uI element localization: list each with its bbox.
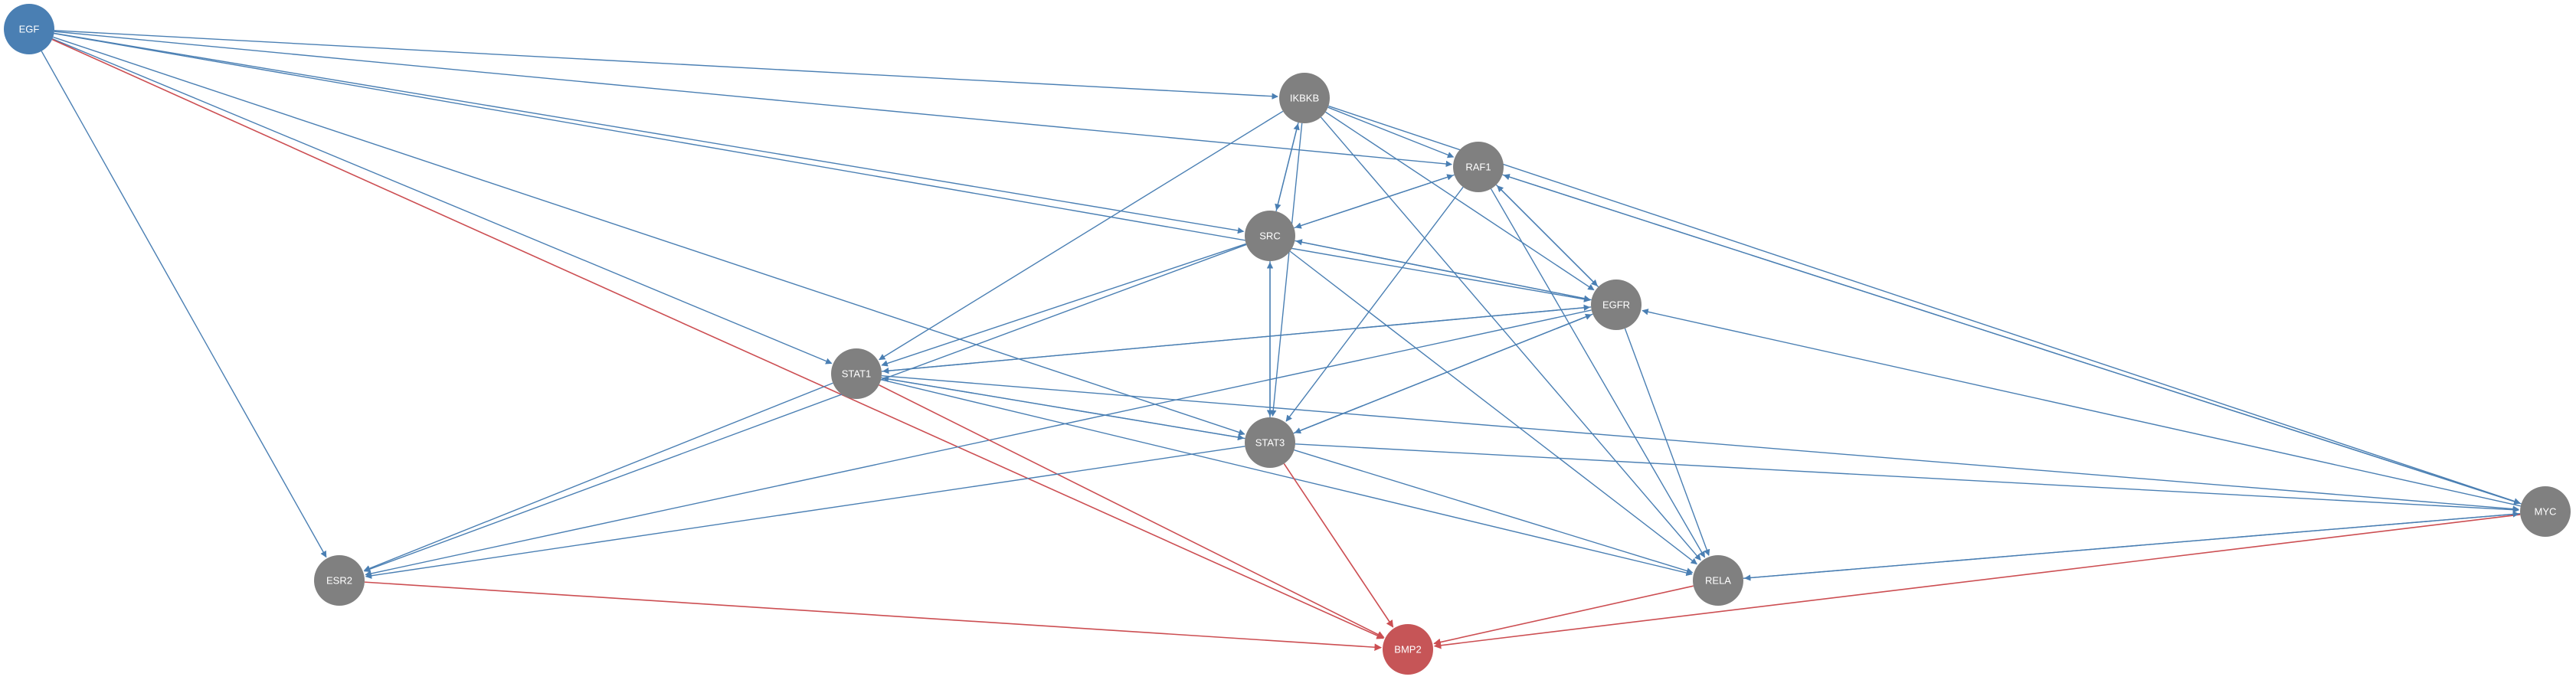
node-bmp2[interactable]: BMP2 — [1383, 624, 1433, 675]
edge-ikbkb-to-egfr — [1325, 111, 1595, 291]
edge-src-to-raf1 — [1294, 174, 1454, 229]
node-myc[interactable]: MYC — [2520, 486, 2571, 537]
edge-egfr-to-src — [1295, 239, 1592, 301]
edge-egf-to-egfr — [54, 32, 1591, 302]
edge-src-to-stat1 — [881, 243, 1246, 367]
edge-stat3-to-stat1 — [882, 375, 1245, 440]
node-circle[interactable] — [2520, 486, 2571, 537]
node-label: RAF1 — [1465, 162, 1491, 173]
edge-egf-to-stat3 — [53, 36, 1245, 436]
edge-stat1-to-myc — [881, 374, 2519, 512]
node-label: STAT3 — [1255, 437, 1285, 449]
edge-myc-to-raf1 — [1503, 174, 2522, 505]
node-circle[interactable] — [314, 555, 365, 606]
edge-esr2-to-bmp2 — [364, 581, 1383, 651]
node-egfr[interactable]: EGFR — [1591, 280, 1642, 330]
edge-src-to-esr2 — [364, 244, 1247, 573]
edge-egfr-to-raf1 — [1497, 185, 1599, 288]
edge-ikbkb-to-stat1 — [879, 110, 1284, 361]
node-circle[interactable] — [1693, 555, 1743, 606]
node-raf1[interactable]: RAF1 — [1453, 142, 1504, 192]
edge-stat1-to-bmp2 — [879, 384, 1385, 639]
edge-egf-to-ikbkb — [54, 30, 1278, 100]
node-circle[interactable] — [4, 4, 54, 54]
edge-ikbkb-to-rela — [1320, 116, 1701, 561]
edge-ikbkb-to-raf1 — [1327, 106, 1455, 159]
edge-myc-to-egfr — [1642, 309, 2521, 507]
node-circle[interactable] — [1245, 417, 1295, 468]
edge-raf1-to-stat3 — [1285, 186, 1464, 422]
node-circle[interactable] — [831, 348, 882, 399]
node-esr2[interactable]: ESR2 — [314, 555, 365, 606]
node-label: BMP2 — [1394, 644, 1421, 655]
node-label: ESR2 — [326, 575, 352, 587]
node-egf[interactable]: EGF — [4, 4, 54, 54]
edge-stat1-to-egfr — [881, 304, 1590, 372]
node-ikbkb[interactable]: IKBKB — [1279, 73, 1330, 123]
edge-stat1-to-rela — [880, 379, 1693, 577]
edge-stat3-to-rela — [1294, 450, 1694, 574]
node-circle[interactable] — [1453, 142, 1504, 192]
edge-stat3-to-bmp2 — [1283, 463, 1394, 628]
node-label: IKBKB — [1290, 93, 1319, 104]
edge-egf-to-esr2 — [41, 51, 327, 558]
edge-stat3-to-myc — [1295, 443, 2519, 513]
node-src[interactable]: SRC — [1245, 211, 1295, 261]
edge-stat1-to-esr2 — [363, 382, 833, 572]
node-label: MYC — [2535, 506, 2557, 518]
edges-layer — [41, 30, 2522, 651]
node-label: EGFR — [1602, 299, 1630, 311]
node-stat3[interactable]: STAT3 — [1245, 417, 1295, 468]
node-circle[interactable] — [1383, 624, 1433, 675]
node-circle[interactable] — [1279, 73, 1330, 123]
node-label: SRC — [1259, 230, 1280, 242]
edge-egfr-to-esr2 — [365, 309, 1592, 577]
edge-egf-to-src — [54, 32, 1245, 234]
edge-egf-to-bmp2 — [51, 38, 1384, 639]
node-label: STAT1 — [842, 368, 872, 380]
edge-src-to-rela — [1289, 250, 1697, 565]
edge-egf-to-raf1 — [54, 31, 1452, 168]
node-label: RELA — [1705, 575, 1731, 587]
node-circle[interactable] — [1591, 280, 1642, 330]
node-circle[interactable] — [1245, 211, 1295, 261]
edge-egf-to-stat1 — [52, 38, 833, 365]
node-label: EGF — [19, 24, 40, 35]
edge-raf1-to-rela — [1490, 188, 1706, 558]
edge-ikbkb-to-myc — [1328, 105, 2521, 505]
node-rela[interactable]: RELA — [1693, 555, 1743, 606]
edge-myc-to-bmp2 — [1433, 514, 2521, 649]
nodes-layer: EGF IKBKB RAF1 SRC EGFR STAT1 STAT3 MYC ESR2 RELA… — [4, 4, 2571, 675]
node-stat1[interactable]: STAT1 — [831, 348, 882, 399]
edge-src-to-ikbkb — [1275, 123, 1300, 212]
edge-rela-to-myc — [1743, 511, 2519, 579]
edge-stat3-to-esr2 — [365, 446, 1245, 579]
edge-egfr-to-rela — [1624, 328, 1710, 556]
edge-stat3-to-egfr — [1293, 313, 1592, 434]
edge-ikbkb-to-stat3 — [1270, 123, 1303, 417]
edge-rela-to-bmp2 — [1433, 585, 1694, 646]
